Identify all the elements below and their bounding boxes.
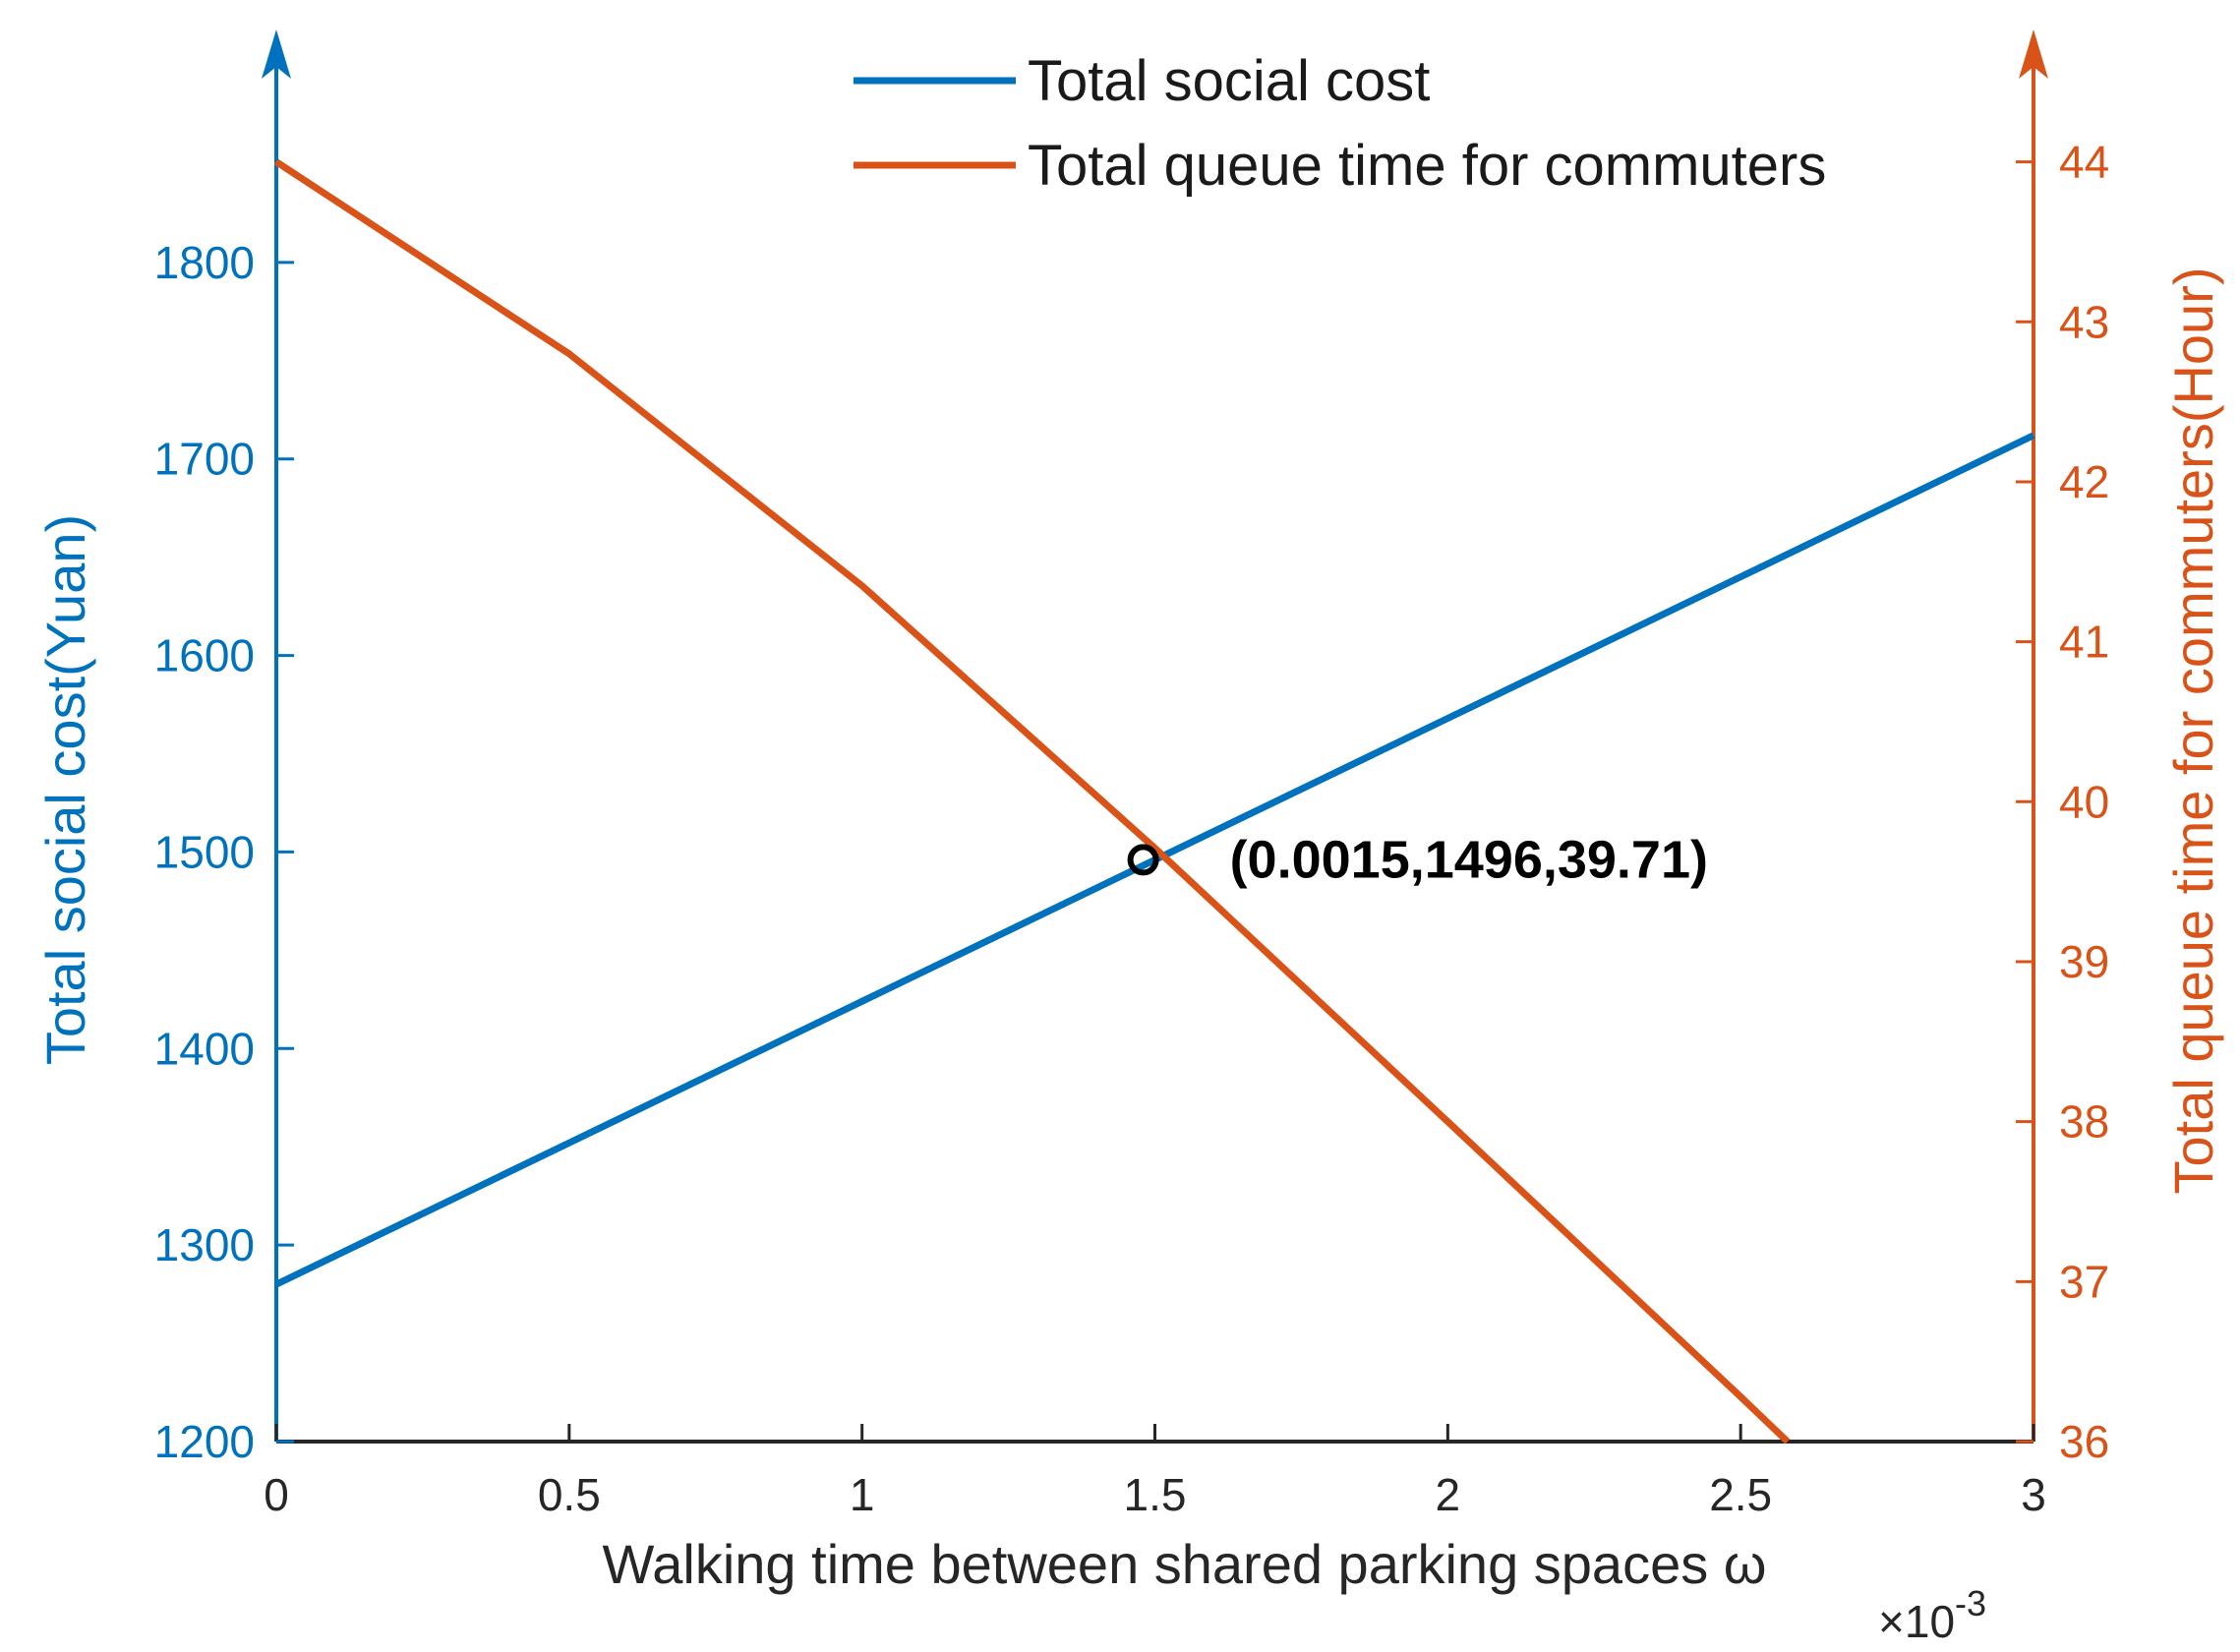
x-axis-exponent-base: ×10 (1878, 1596, 1955, 1647)
x-axis-label: Walking time between shared parking spac… (602, 1533, 1766, 1595)
x-tick-label: 0.5 (538, 1469, 601, 1520)
x-tick-label: 2.5 (1709, 1469, 1772, 1520)
legend-label-total-queue-time: Total queue time for commuters (1028, 134, 1826, 198)
series-total-queue-time-line (274, 158, 1791, 1445)
x-tick-label: 3 (2021, 1469, 2046, 1520)
x-tick-label: 1.5 (1124, 1469, 1187, 1520)
y-right-ticks-group: 36 37 38 39 40 41 42 43 44 (2016, 137, 2109, 1467)
x-axis-exponent-power: -3 (1955, 1583, 1986, 1623)
x-tick-label: 2 (1436, 1469, 1461, 1520)
x-tick-label: 1 (850, 1469, 875, 1520)
y-left-tick-label: 1400 (154, 1023, 255, 1074)
y-right-tick-label: 41 (2059, 617, 2109, 668)
y-right-tick-label: 37 (2059, 1256, 2109, 1307)
x-axis-exponent: ×10-3 (1878, 1583, 1986, 1647)
x-ticks-group: 0 0.5 1 1.5 2 2.5 3 (264, 1424, 2046, 1520)
y-right-tick-label: 44 (2059, 137, 2109, 188)
y-left-tick-label: 1700 (154, 434, 255, 485)
y-left-tick-label: 1200 (154, 1416, 255, 1467)
y-right-axis-label: Total queue time for commuters(Hour) (2162, 266, 2224, 1194)
x-tick-label: 0 (264, 1469, 289, 1520)
y-left-axis-arrow-icon (262, 30, 291, 79)
y-right-tick-label: 39 (2059, 936, 2109, 987)
y-right-tick-label: 36 (2059, 1416, 2109, 1467)
annotation-label: (0.0015,1496,39.71) (1230, 830, 1708, 889)
y-right-tick-label: 40 (2059, 776, 2109, 827)
y-right-tick-label: 38 (2059, 1096, 2109, 1148)
y-right-axis-arrow-icon (2019, 30, 2048, 79)
y-left-tick-label: 1500 (154, 826, 255, 877)
y-right-tick-label: 42 (2059, 456, 2109, 507)
y-left-axis-label: Total social cost(Yuan) (34, 514, 96, 1065)
y-left-tick-label: 1300 (154, 1219, 255, 1270)
y-left-tick-label: 1800 (154, 237, 255, 288)
y-right-tick-label: 43 (2059, 296, 2109, 347)
y-left-tick-label: 1600 (154, 630, 255, 681)
annotation-marker (1127, 844, 1159, 876)
y-left-ticks-group: 1200 1300 1400 1500 1600 1700 1800 (154, 237, 294, 1467)
legend-label-total-social-cost: Total social cost (1028, 49, 1430, 113)
legend: Total social cost Total queue time for c… (854, 49, 1826, 198)
